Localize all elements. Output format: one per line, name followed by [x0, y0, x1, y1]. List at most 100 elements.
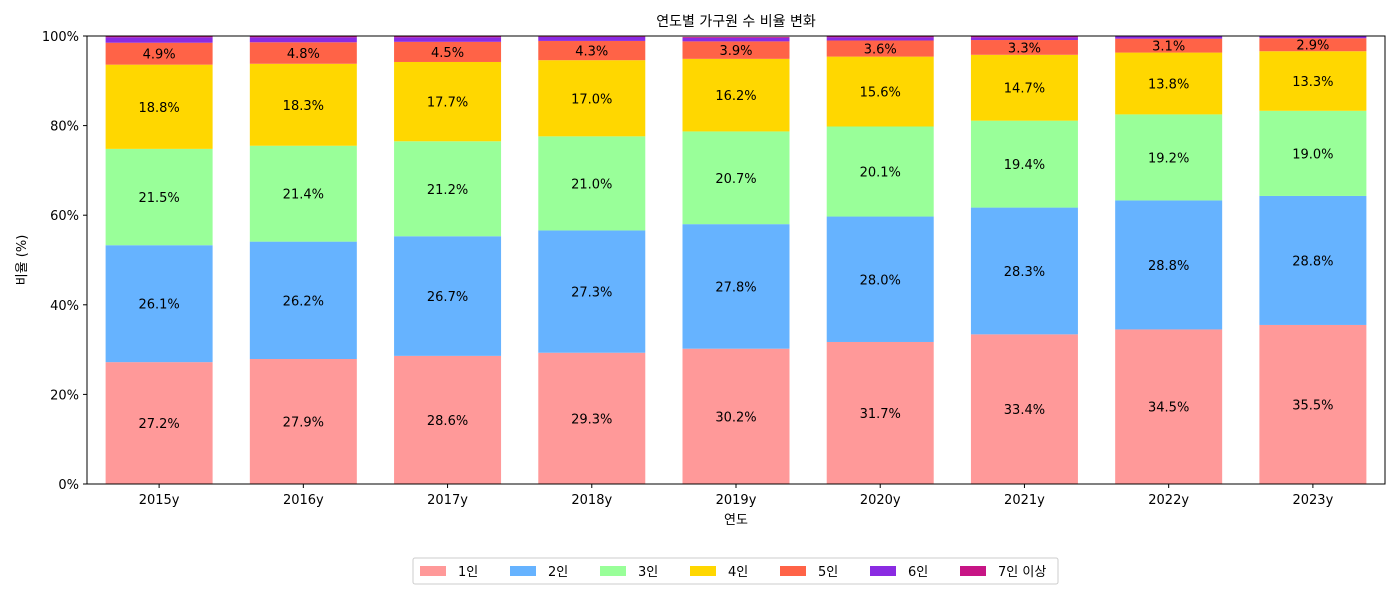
bar-segment-1-2017y	[394, 355, 502, 484]
data-label: 13.8%	[1148, 77, 1189, 92]
bar-segment-5-2023y	[1259, 38, 1367, 52]
y-tick-label: 40%	[50, 299, 79, 314]
bar-segment-3-2016y	[249, 145, 357, 242]
legend-label: 6인	[908, 565, 928, 580]
legend-swatch	[870, 566, 896, 576]
data-label: 27.8%	[715, 280, 756, 295]
legend-label: 3인	[638, 565, 658, 580]
bar-segment-5-2021y	[970, 40, 1078, 55]
bar-segment-6-2023y	[1259, 36, 1367, 39]
data-label: 16.2%	[715, 89, 756, 104]
bar-segment-6-2021y	[970, 37, 1078, 41]
x-tick-label: 2023y	[1292, 493, 1333, 508]
bar-segment-3-2020y	[826, 126, 934, 217]
bar-segment-5-2020y	[826, 40, 934, 57]
data-label: 27.9%	[283, 416, 324, 431]
bar-segment-5-2022y	[1115, 38, 1223, 53]
bar-segment-1-2021y	[970, 334, 1078, 484]
legend-swatch	[420, 566, 446, 576]
legend-frame	[412, 557, 1059, 585]
data-label: 20.1%	[860, 166, 901, 181]
data-label: 4.8%	[287, 47, 320, 62]
bars-layer	[105, 36, 1367, 484]
data-label: 19.0%	[1292, 147, 1333, 162]
data-label: 21.4%	[283, 188, 324, 203]
data-label: 18.8%	[138, 101, 179, 116]
data-label: 33.4%	[1004, 403, 1045, 418]
bar-segment-1-2023y	[1259, 324, 1367, 484]
bar-segment-2-2017y	[394, 236, 502, 356]
data-label: 19.2%	[1148, 151, 1189, 166]
legend-swatch	[780, 566, 806, 576]
bar-segment-6-2022y	[1115, 36, 1223, 39]
x-axis-title: 연도	[724, 513, 748, 528]
bar-segment-6-2020y	[826, 37, 934, 41]
bar-segment-3-2021y	[970, 120, 1078, 208]
bar-segment-2-2015y	[105, 245, 213, 363]
bar-segment-6-2016y	[249, 37, 357, 43]
data-label: 28.3%	[1004, 265, 1045, 280]
bar-segment-1-2016y	[249, 359, 357, 484]
data-label: 26.2%	[283, 294, 324, 309]
legend-label: 4인	[728, 565, 748, 580]
bar-segment-2-2021y	[970, 207, 1078, 335]
y-axis: 0% 20% 40% 60% 80% 100%	[42, 30, 87, 493]
bar-segment-5-2017y	[394, 41, 502, 62]
bar-segment-3-2019y	[682, 131, 790, 225]
x-tick-label: 2019y	[716, 493, 757, 508]
bar-segment-4-2017y	[394, 61, 502, 142]
bar-segment-3-2018y	[538, 136, 646, 231]
bar-segment-4-2022y	[1115, 52, 1223, 115]
data-label: 28.8%	[1148, 259, 1189, 274]
bar-segment-1-2018y	[538, 352, 646, 484]
data-label: 4.3%	[575, 45, 608, 60]
bar-segment-7-2017y	[394, 36, 502, 38]
x-tick-label: 2018y	[571, 493, 612, 508]
data-label: 31.7%	[860, 407, 901, 422]
bar-segment-7-2015y	[105, 36, 213, 38]
bar-segment-6-2015y	[105, 37, 213, 43]
data-label: 30.2%	[715, 410, 756, 425]
legend-label: 2인	[548, 565, 568, 580]
data-label: 28.0%	[860, 273, 901, 288]
data-label: 29.3%	[571, 412, 612, 427]
chart-title: 연도별 가구원 수 비율 변화	[656, 14, 816, 30]
bar-segment-6-2018y	[538, 36, 646, 41]
data-label: 17.7%	[427, 96, 468, 111]
data-label: 3.1%	[1152, 40, 1185, 55]
bar-segment-5-2018y	[538, 40, 646, 61]
data-label: 27.2%	[138, 417, 179, 432]
x-tick-label: 2016y	[283, 493, 324, 508]
bar-segment-1-2020y	[826, 341, 934, 484]
legend-label: 5인	[818, 565, 838, 580]
bar-segment-4-2018y	[538, 60, 646, 137]
bar-segment-1-2022y	[1115, 329, 1223, 484]
data-labels-layer: 27.2% 26.1% 21.5% 18.8% 4.9% 27.9% 26.2% 21.4% 1…	[138, 39, 1333, 432]
legend-label: 7인 이상	[998, 565, 1046, 580]
bar-segment-6-2019y	[682, 37, 790, 42]
data-label: 3.6%	[864, 43, 897, 58]
y-tick-label: 80%	[50, 120, 79, 135]
bar-segment-3-2015y	[105, 148, 213, 246]
bar-segment-3-2023y	[1259, 110, 1367, 196]
bar-segment-1-2019y	[682, 348, 790, 484]
bar-segment-7-2021y	[970, 36, 1078, 38]
data-label: 2.9%	[1296, 39, 1329, 54]
x-tick-label: 2017y	[427, 493, 468, 508]
x-tick-label: 2020y	[860, 493, 901, 508]
data-label: 27.3%	[571, 286, 612, 301]
bar-segment-2-2016y	[249, 241, 357, 360]
legend: 1인 2인 3인 4인 5인 6인 7인 이상	[412, 557, 1059, 585]
bar-segment-2-2022y	[1115, 200, 1223, 330]
data-label: 21.5%	[138, 191, 179, 206]
data-label: 3.9%	[719, 44, 752, 59]
data-label: 4.5%	[431, 46, 464, 61]
bar-segment-7-2019y	[682, 36, 790, 38]
data-label: 18.3%	[283, 99, 324, 114]
legend-swatch	[600, 566, 626, 576]
data-label: 20.7%	[715, 172, 756, 187]
data-label: 35.5%	[1292, 398, 1333, 413]
legend-label: 1인	[458, 565, 478, 580]
